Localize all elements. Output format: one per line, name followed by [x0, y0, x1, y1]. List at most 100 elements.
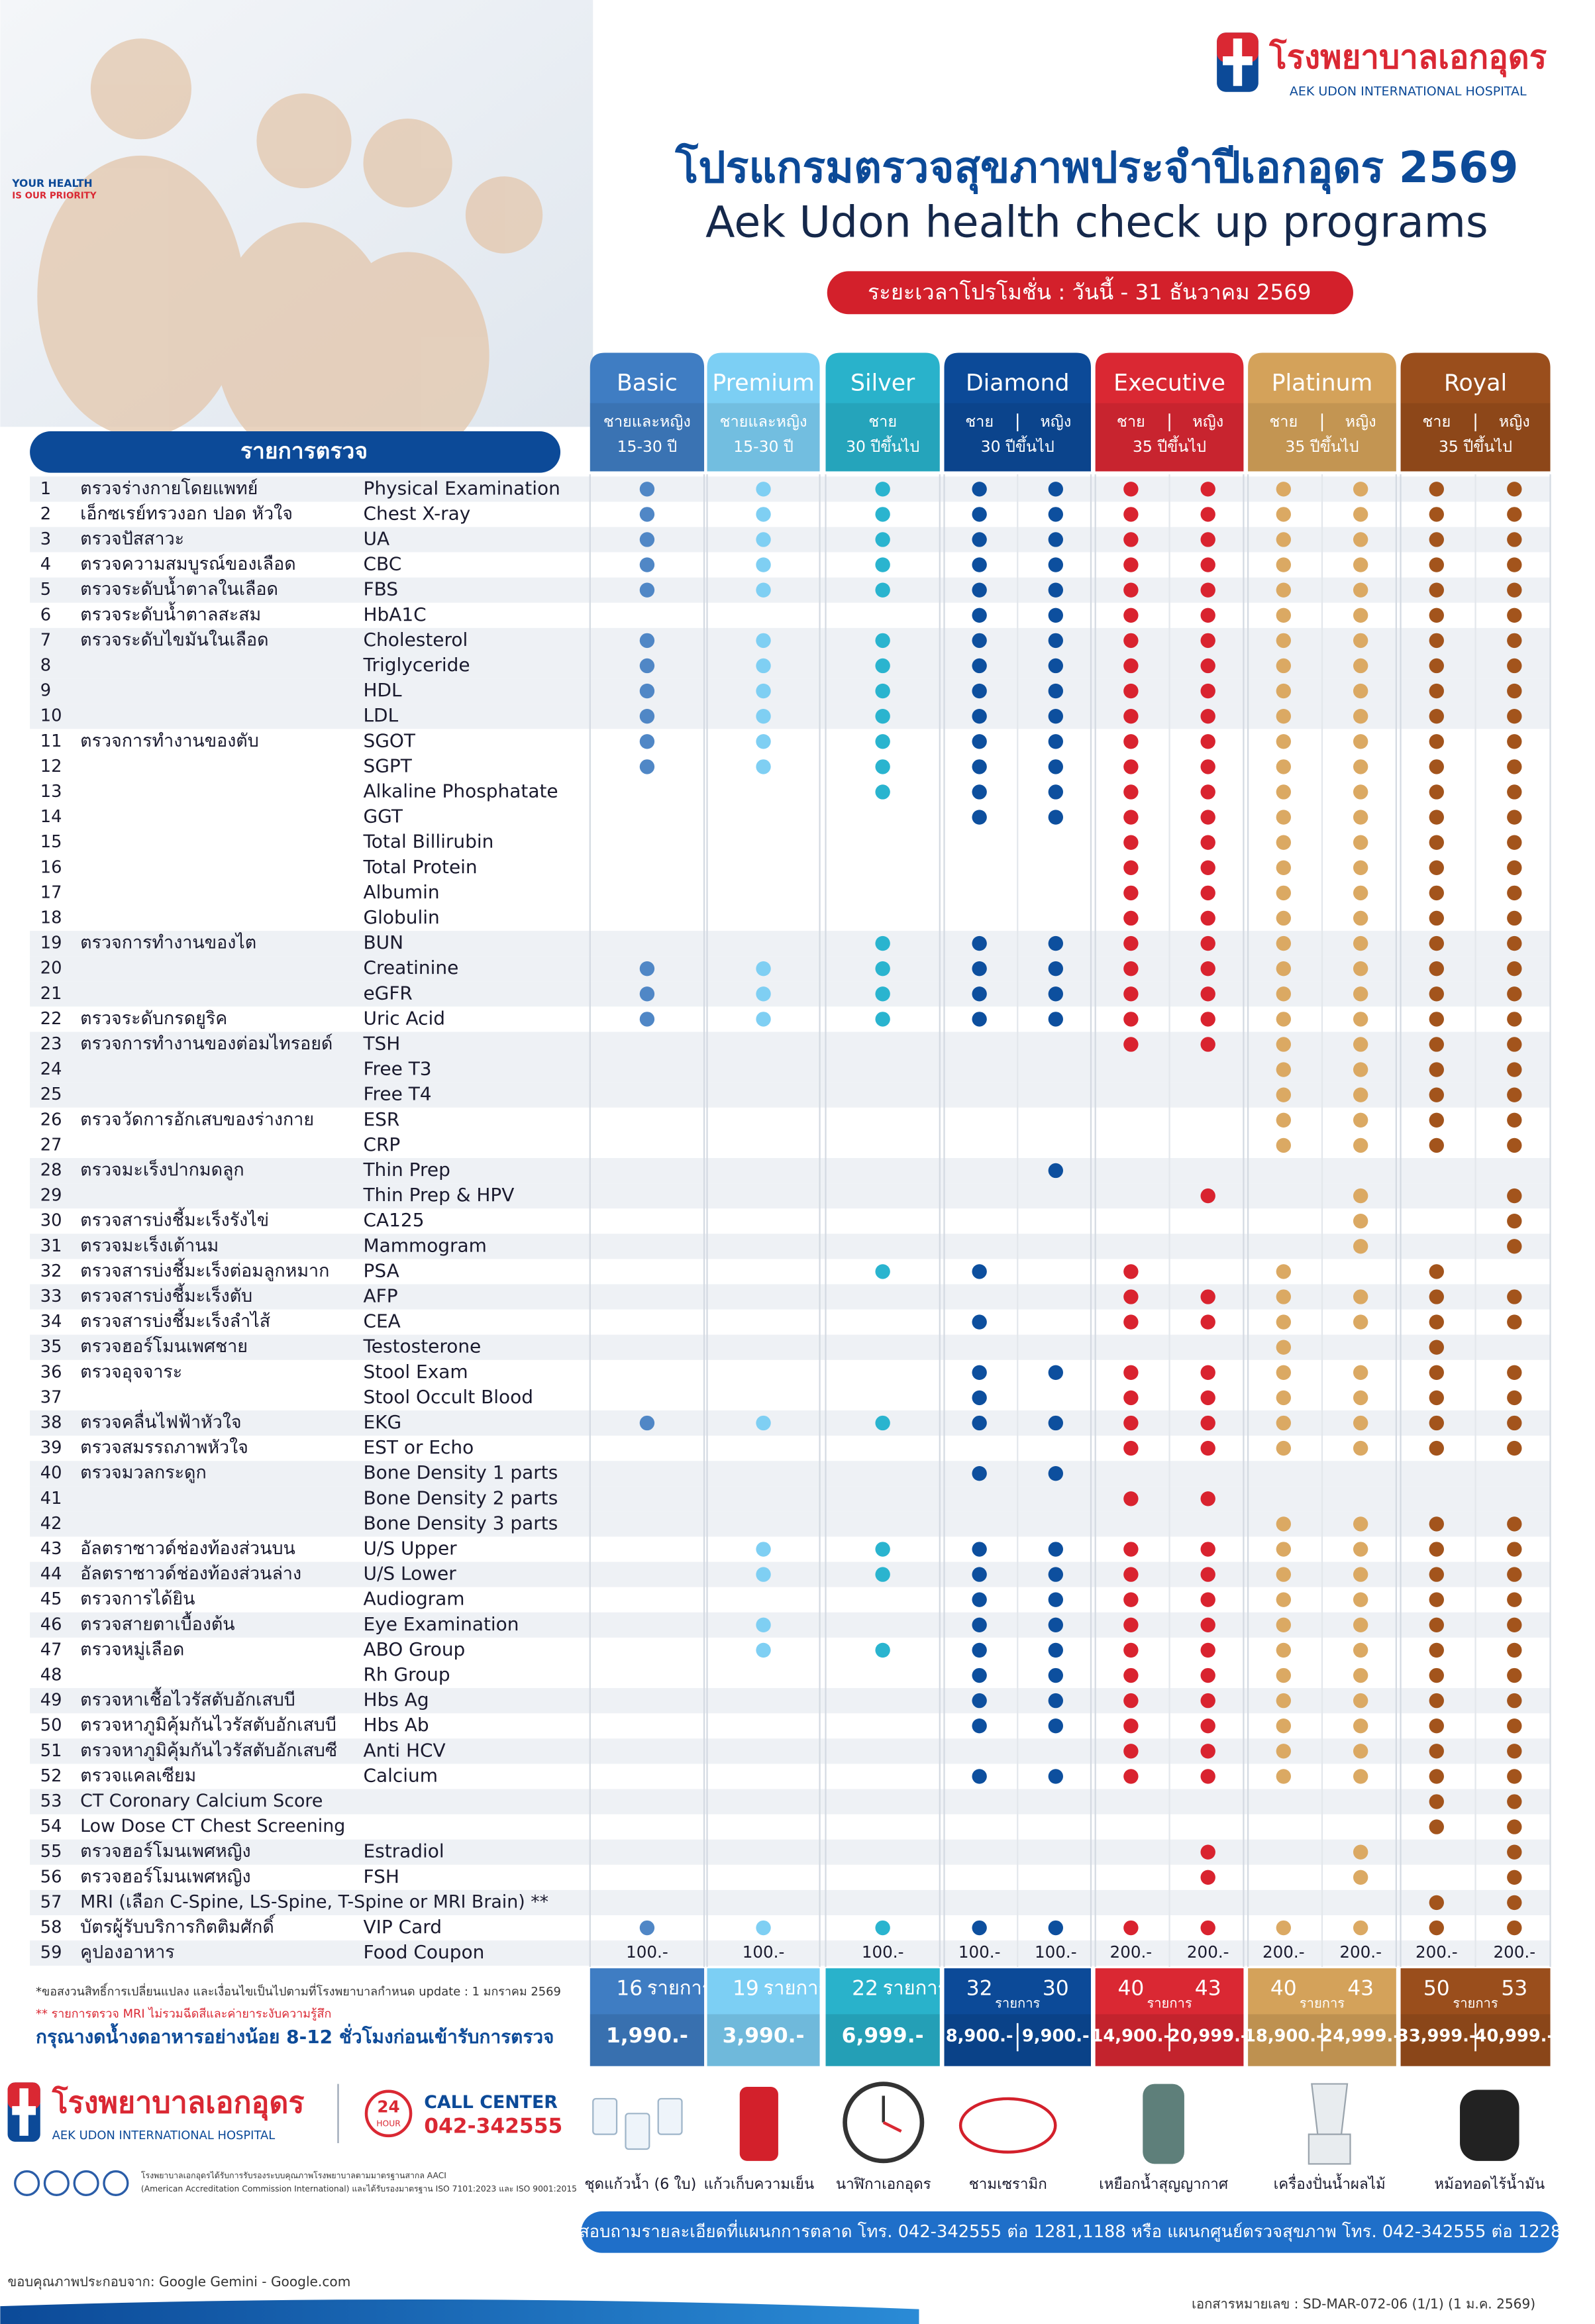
included-dot	[756, 961, 771, 977]
included-dot	[1507, 734, 1522, 749]
program-header	[590, 352, 705, 472]
included-dot	[1429, 1112, 1444, 1128]
item-th: ตรวจสารบ่งชี้มะเร็งต่อมลูกหมาก	[80, 1258, 329, 1281]
included-dot	[1200, 1440, 1215, 1456]
included-dot	[1200, 1365, 1215, 1380]
included-dot	[972, 961, 987, 977]
included-dot	[875, 961, 890, 977]
item-th: ตรวจหาเชื้อไวรัสตับอักเสบบี	[80, 1687, 295, 1711]
item-th: เอ็กซเรย์ทรวงอก ปอด หัวใจ	[80, 502, 293, 524]
included-dot	[1276, 1137, 1292, 1153]
included-dot	[1048, 759, 1064, 774]
included-dot	[1200, 1289, 1215, 1304]
item-en: Physical Examination	[363, 477, 560, 499]
included-dot	[1276, 1693, 1292, 1709]
included-dot	[1200, 1188, 1215, 1204]
included-dot	[972, 1415, 987, 1431]
program-name: Royal	[1444, 370, 1507, 396]
included-dot	[972, 810, 987, 825]
included-dot	[972, 1314, 987, 1330]
accreditation: (American Accreditation Commission Inter…	[141, 2184, 577, 2193]
included-dot	[972, 734, 987, 749]
item-th: ตรวจการได้ยิน	[80, 1589, 195, 1609]
included-dot	[756, 683, 771, 699]
row-number: 49	[40, 1691, 62, 1711]
item-en: FSH	[363, 1866, 399, 1887]
included-dot	[1123, 557, 1139, 572]
row-number: 6	[40, 605, 51, 625]
included-dot	[1507, 1012, 1522, 1027]
included-dot	[1200, 482, 1215, 497]
test-count: 40	[1270, 1976, 1297, 2000]
item-en: Chest X-ray	[363, 502, 470, 524]
included-dot	[1276, 709, 1292, 724]
totals-box	[825, 1968, 940, 2066]
included-dot	[1123, 1289, 1139, 1304]
included-dot	[875, 482, 890, 497]
included-dot	[1200, 683, 1215, 699]
included-dot	[1507, 910, 1522, 926]
included-dot	[1048, 1542, 1064, 1557]
included-dot	[1276, 1112, 1292, 1128]
included-dot	[875, 986, 890, 1002]
price: 6,999.-	[842, 2024, 924, 2048]
gift-icon	[1460, 2089, 1519, 2161]
included-dot	[1123, 1642, 1139, 1658]
included-dot	[1507, 633, 1522, 649]
program-audience: ชาย	[1422, 412, 1451, 431]
included-dot	[1276, 1920, 1292, 1936]
included-dot	[1353, 1239, 1368, 1254]
gift-icon	[592, 2097, 683, 2150]
test-count: 30	[1043, 1976, 1069, 2000]
included-dot	[1200, 1390, 1215, 1406]
included-dot	[1200, 1617, 1215, 1632]
item-en: Globulin	[363, 906, 439, 928]
item-en: ESR	[363, 1108, 399, 1130]
row-number: 30	[40, 1211, 62, 1231]
item-en: Calcium	[363, 1764, 438, 1786]
price-band	[590, 2014, 705, 2066]
bowl	[958, 2097, 1057, 2154]
included-dot	[1429, 734, 1444, 749]
item-en: Creatinine	[363, 957, 458, 978]
included-dot	[1429, 683, 1444, 699]
included-dot	[1353, 1592, 1368, 1607]
included-dot	[1048, 810, 1064, 825]
item-th: ตรวจฮอร์โมนเพศชาย	[80, 1336, 248, 1357]
phone: 042-342555	[424, 2114, 562, 2138]
program-age: 15-30 ปี	[733, 437, 794, 456]
row-number: 18	[40, 908, 62, 927]
included-dot	[1507, 607, 1522, 623]
included-dot	[1353, 1440, 1368, 1456]
included-dot	[1353, 1617, 1368, 1632]
included-dot	[1276, 759, 1292, 774]
program-header	[944, 352, 1091, 472]
gift-label: เครื่องปั่นน้ำผลไม้	[1274, 2173, 1386, 2193]
footer: โรงพยาบาลเอกอุดร AEK UDON INTERNATIONAL H…	[0, 2082, 1561, 2324]
included-dot	[1048, 961, 1064, 977]
included-dot	[1353, 759, 1368, 774]
included-dot	[1276, 1667, 1292, 1683]
included-dot	[756, 532, 771, 547]
program-age: 35 ปีขึ้นไป	[1133, 435, 1206, 456]
included-dot	[1507, 507, 1522, 522]
included-dot	[1276, 1340, 1292, 1355]
included-dot	[1048, 1693, 1064, 1709]
included-dot	[1276, 1365, 1292, 1380]
included-dot	[875, 1642, 890, 1658]
row-number: 45	[40, 1589, 62, 1609]
test-count: 32	[966, 1976, 993, 2000]
row-number: 35	[40, 1337, 62, 1357]
included-dot	[1123, 1744, 1139, 1759]
included-dot	[1353, 1542, 1368, 1557]
included-dot	[756, 734, 771, 749]
included-dot	[1429, 910, 1444, 926]
included-dot	[1429, 1087, 1444, 1102]
contact: สอบถามรายละเอียดที่แผนกการตลาด โทร. 042-…	[579, 2219, 1561, 2242]
row-band	[30, 678, 1551, 704]
totals-box	[590, 1968, 705, 2066]
item-th: ตรวจสมรรถภาพหัวใจ	[80, 1437, 248, 1458]
included-dot	[1429, 1516, 1444, 1532]
item-th: อัลตราซาวด์ช่องท้องส่วนบน	[80, 1538, 295, 1559]
price-band	[825, 2014, 940, 2066]
